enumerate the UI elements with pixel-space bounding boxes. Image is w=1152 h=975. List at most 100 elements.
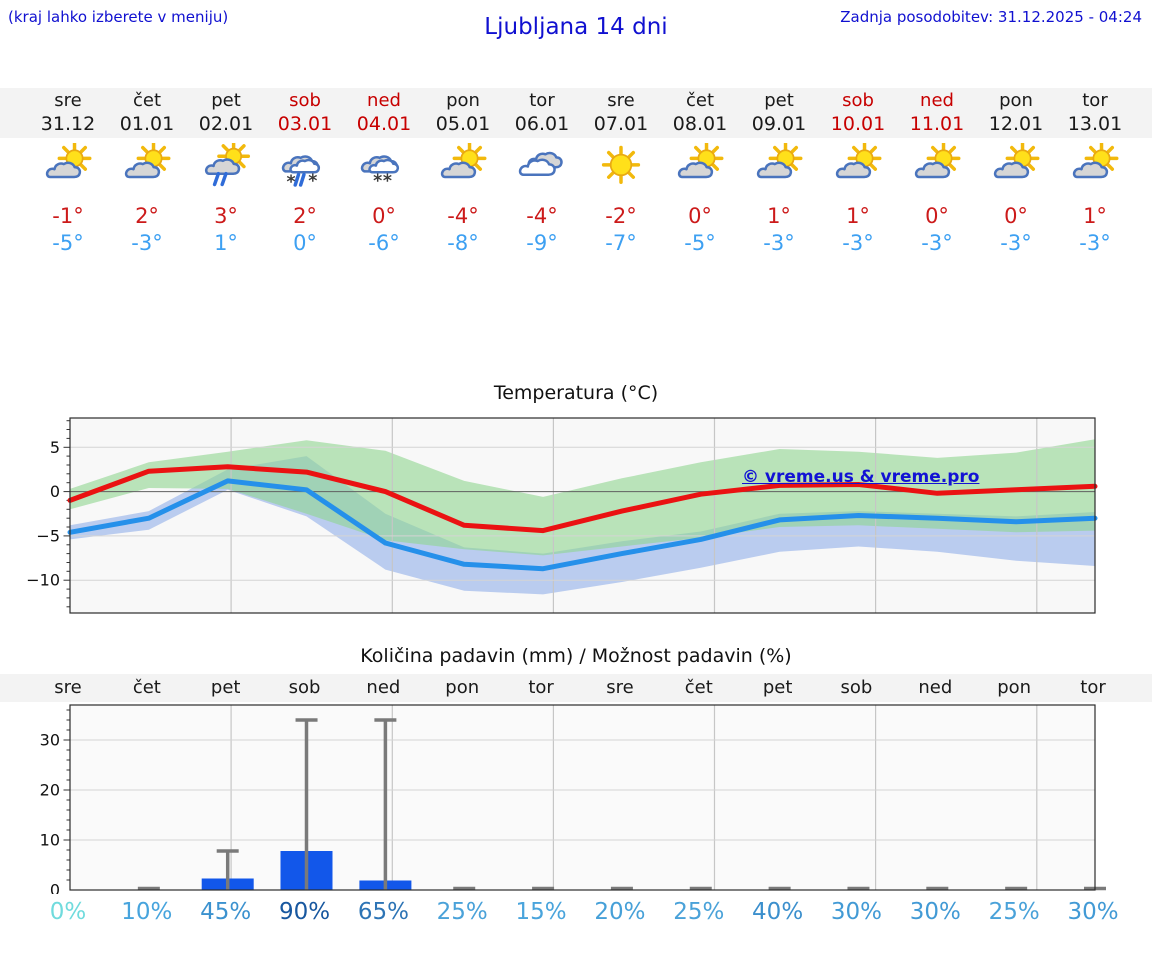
svg-text:−10: −10: [26, 571, 60, 590]
partly-icon: [993, 141, 1040, 179]
svg-text:20: 20: [40, 781, 60, 800]
precip-probability: 0%: [49, 899, 87, 925]
svg-text:0: 0: [50, 881, 60, 895]
day-name: sob: [289, 90, 321, 111]
temperature-chart: 5 0 −5 −10: [26, 417, 1098, 614]
precip-day-label: pon: [445, 677, 480, 698]
temp-max: 1°: [1083, 204, 1107, 228]
precip-probability: 40%: [752, 899, 804, 925]
temp-max: 3°: [214, 204, 238, 228]
svg-text:*: *: [383, 172, 392, 189]
day-name: tor: [529, 90, 555, 111]
precip-day-label: pet: [210, 677, 241, 698]
precip-day-label: tor: [528, 677, 554, 698]
day-name: ned: [920, 90, 954, 111]
day-date: 10.01: [830, 113, 886, 135]
weather-icon: [185, 138, 267, 203]
weather-icon: [975, 138, 1057, 203]
precip-day-label: ned: [366, 677, 401, 698]
rain-sun-icon: [204, 139, 251, 187]
temp-max: 0°: [372, 204, 396, 228]
svg-text:0: 0: [50, 482, 60, 501]
forecast-day-11.01: ned 11.01 0° -3°: [896, 88, 978, 258]
sunny-icon: [601, 145, 641, 185]
temp-min: 1°: [214, 231, 238, 255]
day-name: čet: [685, 90, 715, 111]
temp-max: 0°: [688, 204, 712, 228]
partly-icon: [440, 141, 487, 179]
precip-probability: 65%: [357, 899, 409, 925]
weather-icon: * *: [343, 138, 425, 203]
partly-icon: [756, 141, 803, 179]
day-date: 12.01: [988, 113, 1044, 135]
precipitation-chart-title: Količina padavin (mm) / Možnost padavin …: [360, 645, 792, 667]
precip-day-label-band: sre čet pet sob ned pon tor sre čet pet sob ned pon t…: [0, 674, 1152, 702]
day-name: čet: [132, 90, 162, 111]
day-name: tor: [1082, 90, 1108, 111]
day-name: pet: [764, 90, 794, 111]
precip-day-label: tor: [1080, 677, 1106, 698]
weather-icon: [896, 138, 978, 203]
day-name: sob: [842, 90, 874, 111]
day-date: 11.01: [909, 113, 965, 135]
precip-probability: 90%: [278, 899, 331, 925]
temp-max: 2°: [135, 204, 159, 228]
precip-day-label: sob: [840, 677, 873, 698]
precip-probability: 25%: [673, 899, 725, 925]
svg-text:*: *: [287, 173, 296, 189]
day-date: 04.01: [356, 113, 412, 135]
watermark-link[interactable]: © vreme.us & vreme.pro: [742, 467, 980, 487]
temp-max: -4°: [526, 204, 558, 228]
forecast-day-09.01: pet 09.01 1° -3°: [738, 88, 820, 258]
day-name: sre: [54, 90, 82, 111]
weather-icon: [27, 138, 109, 203]
day-date: 01.01: [119, 113, 175, 135]
partly-icon: [124, 141, 171, 179]
precip-probability-row: 0% 10% 45% 90% 65% 25% 15% 20% 25% 40% 30% 30% 25% 30…: [0, 899, 1152, 933]
temp-min: -3°: [763, 231, 795, 255]
forecast-day-08.01: čet 08.01 0° -5°: [659, 88, 741, 258]
svg-text:*: *: [373, 172, 382, 189]
partly-icon: [677, 141, 724, 179]
precip-day-label: sre: [606, 677, 634, 698]
temp-min: -6°: [368, 231, 400, 255]
precip-probability: 45%: [200, 899, 252, 925]
forecast-day-01.01: čet 01.01 2° -3°: [106, 88, 188, 258]
svg-text:10: 10: [40, 831, 60, 850]
precip-day-label: čet: [684, 677, 713, 698]
precip-day-label: sre: [54, 677, 82, 698]
temp-min: -3°: [921, 231, 953, 255]
forecast-day-10.01: sob 10.01 1° -3°: [817, 88, 899, 258]
day-date: 31.12: [40, 113, 96, 135]
day-name: sre: [607, 90, 635, 111]
precip-probability: 10%: [121, 899, 173, 925]
precip-day-label: čet: [132, 677, 161, 698]
svg-text:*: *: [308, 172, 317, 189]
weather-icon: [659, 138, 741, 203]
day-date: 05.01: [435, 113, 491, 135]
forecast-day-12.01: pon 12.01 0° -3°: [975, 88, 1057, 258]
snow-icon: * *: [360, 155, 400, 192]
partly-icon: [835, 141, 882, 179]
temp-min: -5°: [52, 231, 84, 255]
temp-min: -7°: [605, 231, 637, 255]
svg-text:5: 5: [50, 438, 60, 457]
precip-day-label: ned: [918, 677, 953, 698]
precip-day-label: pon: [997, 677, 1032, 698]
forecast-day-31.12: sre 31.12 -1° -5°: [27, 88, 109, 258]
day-date: 13.01: [1067, 113, 1123, 135]
precip-probability: 30%: [909, 899, 961, 925]
forecast-day-07.01: sre 07.01 -2° -7°: [580, 88, 662, 258]
temp-min: -3°: [131, 231, 163, 255]
day-date: 06.01: [514, 113, 570, 135]
day-date: 02.01: [198, 113, 254, 135]
weather-icon: [1054, 138, 1136, 203]
temp-min: -9°: [526, 231, 558, 255]
temp-max: 2°: [293, 204, 317, 228]
temp-min: -3°: [1000, 231, 1032, 255]
partly-icon: [914, 141, 961, 179]
day-name: pon: [446, 90, 480, 111]
temp-max: 0°: [1004, 204, 1028, 228]
temp-min: 0°: [293, 231, 317, 255]
menu-hint: (kraj lahko izberete v meniju): [8, 8, 229, 26]
